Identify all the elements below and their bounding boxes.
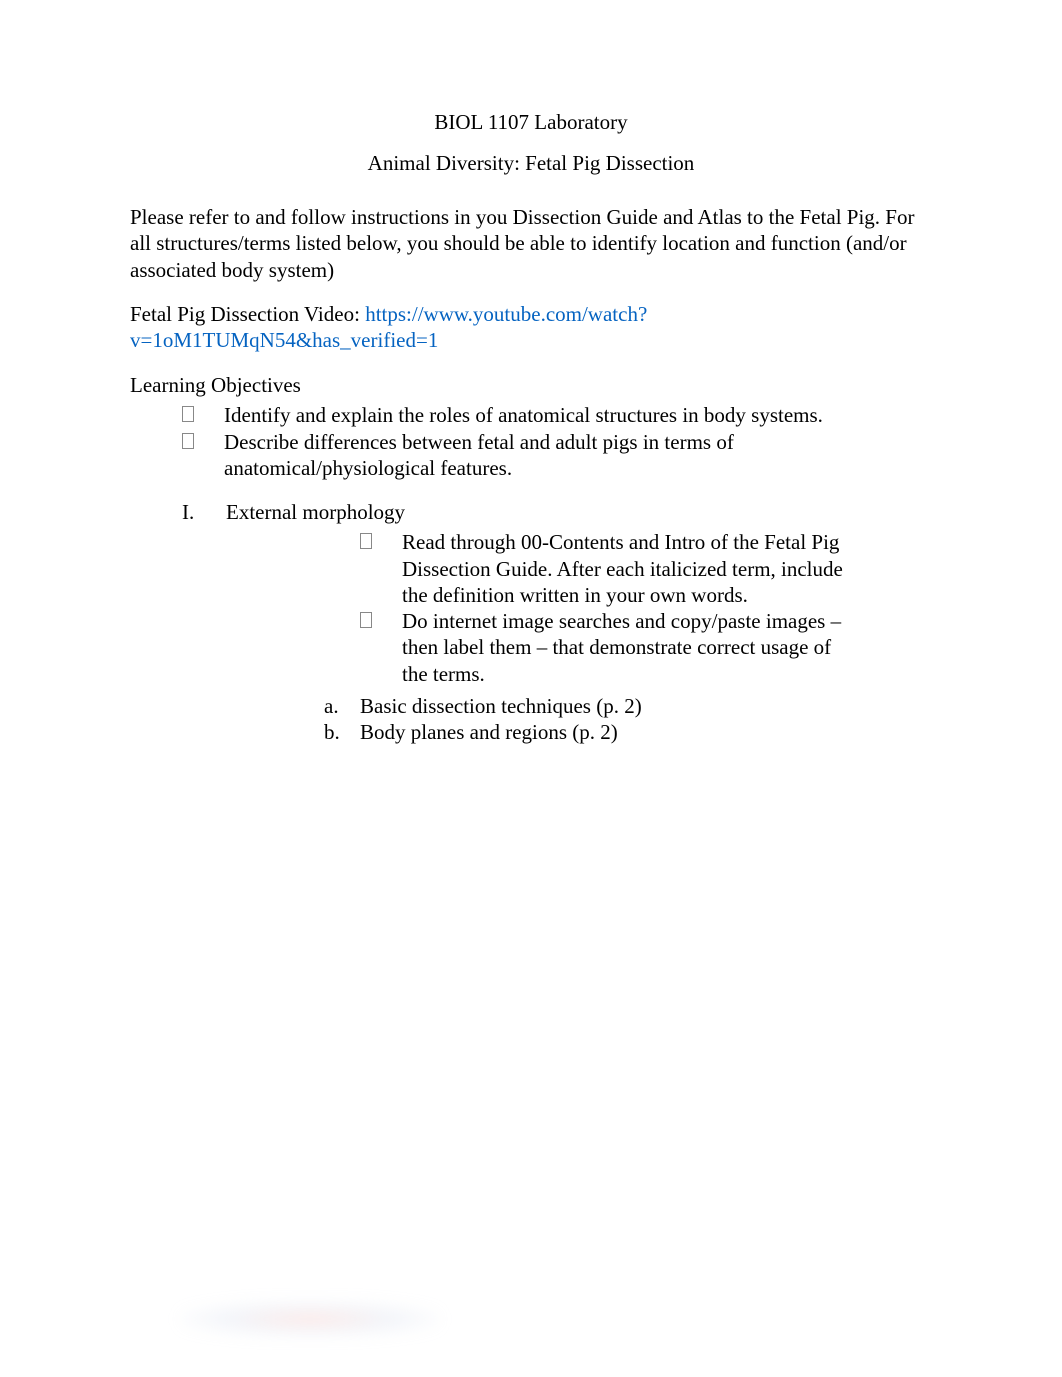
outline-intro-bullet: Do internet image searches and copy/past… [360, 608, 932, 687]
objectives-list: Identify and explain the roles of anatom… [182, 402, 932, 481]
video-label: Fetal Pig Dissection Video: [130, 302, 365, 326]
outline-heading: External morphology [182, 499, 405, 525]
footer-blur-decoration [180, 1301, 440, 1337]
objective-item: Identify and explain the roles of anatom… [182, 402, 932, 428]
video-line: Fetal Pig Dissection Video: https://www.… [130, 301, 932, 354]
outline-alpha-item: b. Body planes and regions (p. 2) [324, 719, 932, 745]
outline-numeral: I. [130, 499, 182, 525]
objectives-heading: Learning Objectives [130, 373, 932, 398]
outline-section: I. External morphology [130, 499, 932, 525]
alpha-marker: b. [324, 719, 340, 745]
alpha-marker: a. [324, 693, 339, 719]
lab-subtitle: Animal Diversity: Fetal Pig Dissection [130, 151, 932, 176]
outline-intro-bullet: Read through 00-Contents and Intro of th… [360, 529, 932, 608]
outline-alpha-item: a. Basic dissection techniques (p. 2) [324, 693, 932, 719]
alpha-text: Body planes and regions (p. 2) [360, 720, 618, 744]
alpha-text: Basic dissection techniques (p. 2) [360, 694, 642, 718]
intro-paragraph: Please refer to and follow instructions … [130, 204, 932, 283]
objective-item: Describe differences between fetal and a… [182, 429, 932, 482]
course-title: BIOL 1107 Laboratory [130, 110, 932, 135]
intro-lead: Please refer to and follow instructions … [130, 205, 507, 229]
outline-intro-bullets: Read through 00-Contents and Intro of th… [360, 529, 932, 687]
outline-alpha-list: a. Basic dissection techniques (p. 2) b.… [324, 693, 932, 746]
